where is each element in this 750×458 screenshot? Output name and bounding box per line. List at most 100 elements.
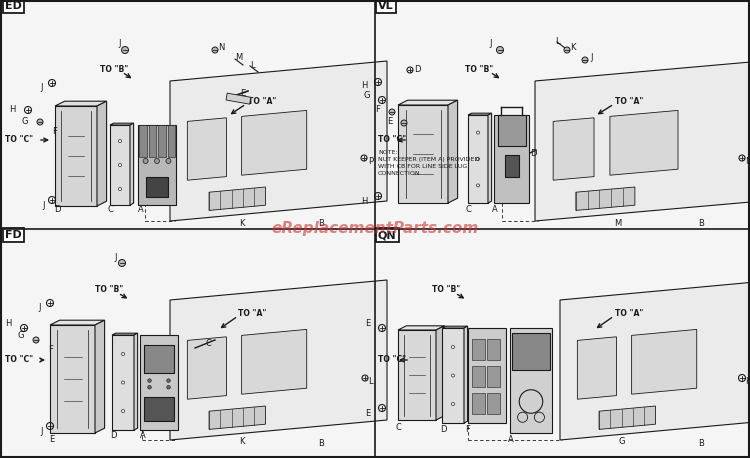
Polygon shape	[494, 115, 529, 203]
Text: G: G	[17, 332, 24, 340]
Polygon shape	[130, 123, 134, 205]
Polygon shape	[95, 320, 104, 433]
Text: L: L	[555, 37, 560, 45]
Polygon shape	[468, 115, 488, 203]
Polygon shape	[497, 115, 526, 146]
Text: M: M	[614, 218, 622, 228]
Circle shape	[118, 187, 122, 191]
Text: E: E	[49, 435, 54, 443]
Circle shape	[37, 119, 43, 125]
Polygon shape	[442, 328, 464, 423]
Text: J: J	[114, 252, 116, 262]
Text: K: K	[239, 218, 244, 228]
Circle shape	[154, 158, 160, 164]
Polygon shape	[436, 326, 445, 420]
Text: M: M	[235, 54, 242, 62]
Polygon shape	[144, 397, 174, 420]
Circle shape	[564, 47, 570, 53]
Circle shape	[122, 409, 124, 413]
Text: ED: ED	[5, 1, 22, 11]
Circle shape	[33, 337, 39, 343]
Text: QN: QN	[378, 230, 397, 240]
Circle shape	[389, 109, 395, 115]
Text: F: F	[375, 104, 380, 114]
Text: J: J	[490, 39, 492, 49]
Polygon shape	[472, 339, 485, 360]
Text: E: E	[387, 116, 392, 125]
Polygon shape	[55, 106, 97, 206]
Polygon shape	[398, 105, 448, 203]
Circle shape	[148, 379, 152, 382]
Circle shape	[118, 260, 125, 267]
Polygon shape	[242, 329, 307, 394]
Circle shape	[496, 47, 503, 54]
Bar	[226, 93, 251, 104]
Polygon shape	[209, 187, 266, 210]
Text: TO "A": TO "A"	[248, 97, 276, 105]
Text: TO "B": TO "B"	[432, 285, 460, 294]
Polygon shape	[167, 125, 175, 157]
Circle shape	[476, 158, 479, 160]
Text: TO "C": TO "C"	[5, 136, 33, 145]
Text: C: C	[108, 205, 114, 213]
Polygon shape	[170, 61, 387, 221]
Polygon shape	[209, 406, 266, 430]
Text: J: J	[118, 39, 121, 49]
Polygon shape	[468, 113, 491, 115]
Polygon shape	[112, 333, 137, 335]
Text: TO "B": TO "B"	[95, 285, 123, 294]
Text: N: N	[745, 158, 750, 167]
Polygon shape	[148, 125, 156, 157]
Circle shape	[166, 386, 170, 389]
Polygon shape	[487, 339, 500, 360]
Text: TO "A": TO "A"	[615, 97, 644, 105]
Text: F: F	[48, 345, 52, 354]
Text: TO "C": TO "C"	[378, 355, 406, 365]
Text: H: H	[745, 377, 750, 387]
Polygon shape	[468, 328, 506, 423]
Text: TO "B": TO "B"	[465, 65, 494, 73]
Text: E: E	[364, 320, 370, 328]
Polygon shape	[110, 125, 130, 205]
Text: TO "C": TO "C"	[5, 355, 33, 365]
Polygon shape	[146, 177, 169, 197]
Text: TO "B": TO "B"	[100, 65, 128, 75]
Polygon shape	[50, 325, 95, 433]
Text: A: A	[140, 431, 146, 441]
Polygon shape	[112, 335, 134, 430]
Polygon shape	[242, 110, 307, 175]
Polygon shape	[448, 100, 458, 203]
Circle shape	[476, 131, 479, 134]
Circle shape	[118, 164, 122, 167]
Text: B: B	[318, 219, 324, 229]
Circle shape	[166, 379, 170, 382]
Circle shape	[401, 120, 407, 126]
Text: K: K	[239, 437, 244, 447]
Polygon shape	[188, 337, 226, 399]
Text: E: E	[240, 88, 245, 98]
Text: G: G	[619, 437, 626, 447]
Polygon shape	[398, 330, 436, 420]
Polygon shape	[464, 326, 467, 423]
Polygon shape	[134, 333, 137, 430]
Text: J: J	[40, 83, 43, 93]
Text: TO "A": TO "A"	[615, 309, 644, 317]
Text: A: A	[492, 205, 498, 213]
Text: FD: FD	[5, 230, 22, 240]
Text: eReplacementParts.com: eReplacementParts.com	[272, 222, 478, 236]
Polygon shape	[398, 100, 458, 105]
Text: C: C	[205, 338, 211, 348]
Circle shape	[122, 353, 124, 355]
Polygon shape	[50, 320, 104, 325]
Text: C: C	[396, 422, 402, 431]
Polygon shape	[632, 329, 697, 394]
Text: H: H	[361, 81, 367, 89]
Text: TO "C": TO "C"	[378, 136, 406, 145]
Text: H: H	[361, 196, 367, 206]
Polygon shape	[55, 101, 106, 106]
Text: NOTE:
NUT KEEPER (ITEM A) PROVIDED
WITH CB FOR LINE SIDE LUG
CONNECTION: NOTE: NUT KEEPER (ITEM A) PROVIDED WITH …	[378, 150, 479, 176]
Polygon shape	[554, 118, 594, 180]
Text: P: P	[368, 158, 374, 167]
Text: N: N	[218, 43, 224, 51]
Circle shape	[476, 184, 479, 187]
